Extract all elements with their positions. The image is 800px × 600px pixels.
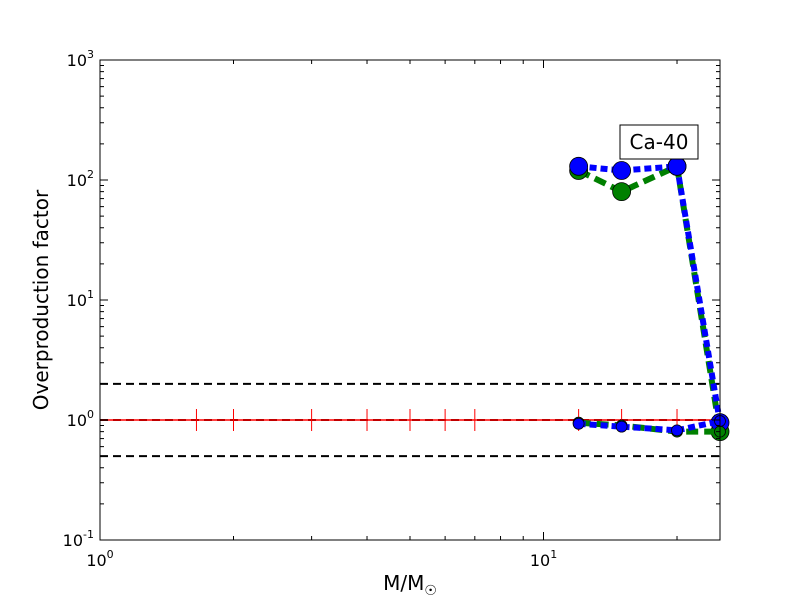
axis-ticks [99,59,720,541]
x-tick-label-0-base: 10 [86,551,106,570]
y-tick-label-0-base: 10 [63,531,83,550]
y-tick-label-1-base: 10 [67,411,87,430]
x-tick-label-0-exponent: 0 [107,548,114,561]
series-1-point-1 [612,161,632,180]
y-tick-label-2-base: 10 [67,291,87,310]
y-tick-label-1-exponent: 0 [87,408,94,421]
data-series [569,156,730,442]
y-axis-label: Overproduction factor [29,189,53,410]
series-3-point-0 [572,417,585,430]
y-tick-label-4-exponent: 3 [87,48,94,61]
x-tick-label-1-base: 10 [530,551,550,570]
series-0-point-1 [612,182,632,202]
plot-background [100,60,720,540]
series-1-point-0 [569,156,589,176]
y-tick-label-3-exponent: 2 [87,168,94,181]
series-1-point-2 [667,156,687,176]
y-tick-label-2: 101 [67,288,94,310]
y-tick-label-1: 100 [67,408,94,430]
annotation-frame [619,124,699,160]
x-axis-label-main: M/M [383,571,424,595]
x-tick-label-0: 100 [86,548,113,570]
x-axis-label: M/M☉ [383,571,437,599]
series-1-line [578,163,723,424]
y-tick-label-2-exponent: 1 [87,288,94,301]
series-3-point-2 [671,424,683,437]
y-tick-label-0: 10-1 [63,528,94,550]
annotation-box: Ca-40 [619,124,699,160]
y-tick-label-4: 103 [67,48,94,70]
y-tick-label-3-base: 10 [67,171,87,190]
series-3-point-1 [615,420,628,433]
series-2-line [578,419,720,435]
y-tick-label-0-exponent: -1 [83,528,94,541]
annotation-label: Ca-40 [630,130,689,154]
x-tick-label-1-exponent: 1 [550,548,557,561]
y-tick-label-4-base: 10 [67,51,87,70]
series-3-line [578,418,721,434]
x-axis-label-sub: ☉ [424,583,437,599]
series-3 [572,415,726,437]
y-tick-label-3: 102 [67,168,94,190]
x-tick-label-1: 101 [530,548,557,570]
